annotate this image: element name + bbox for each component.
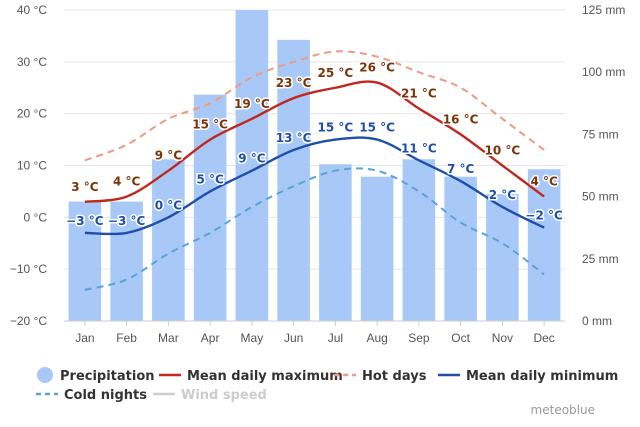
precipitation-bar <box>527 169 561 321</box>
temperature-lines <box>84 50 545 291</box>
max-temp-label: 10 °C <box>485 144 521 158</box>
min-temp-label: −3 °C <box>66 214 104 228</box>
max-temp-label: 23 °C <box>276 76 312 90</box>
right-axis: 125 mm 100 mm 75 mm 50 mm 25 mm 0 mm <box>582 3 625 328</box>
x-tick-label: Aug <box>366 331 387 345</box>
left-tick-label: −20 °C <box>10 314 47 328</box>
min-temp-label: 7 °C <box>447 162 475 176</box>
right-tick-label: 50 mm <box>582 190 619 204</box>
x-tick-label: Jun <box>284 331 303 345</box>
min-temp-label: 11 °C <box>401 141 437 155</box>
legend-label: Hot days <box>362 369 427 384</box>
x-tick-label: Apr <box>201 331 220 345</box>
min-temp-label: −2 °C <box>525 209 563 223</box>
min-temp-label: 15 °C <box>359 121 395 135</box>
min-temp-label: 9 °C <box>238 152 266 166</box>
precipitation-bar <box>319 164 352 321</box>
left-axis: 40 °C 30 °C 20 °C 10 °C 0 °C −10 °C −20 °C <box>10 3 47 328</box>
right-tick-label: 0 mm <box>582 314 612 328</box>
legend-item-cold-nights[interactable]: Cold nights <box>36 388 147 403</box>
min-temp-label: 13 °C <box>276 131 312 145</box>
legend-item-mean-daily-maximum[interactable]: Mean daily maximum <box>159 369 343 384</box>
min-temp-label: 5 °C <box>196 172 224 186</box>
legend-label: Mean daily maximum <box>187 369 343 384</box>
legend-item-hot-days[interactable]: Hot days <box>334 369 427 384</box>
legend-label: Cold nights <box>64 388 147 403</box>
right-tick-label: 75 mm <box>582 127 619 141</box>
precipitation-bar <box>360 176 394 321</box>
left-tick-label: 0 °C <box>24 210 48 224</box>
cold-nights-line <box>84 167 545 291</box>
x-tick-label: Jul <box>328 331 343 345</box>
legend-label: Precipitation <box>60 369 155 384</box>
max-temp-label: 9 °C <box>155 149 183 163</box>
min-temp-label: 2 °C <box>489 188 517 202</box>
credit-text: meteoblue <box>531 403 595 417</box>
left-tick-label: 20 °C <box>17 107 47 121</box>
left-tick-label: −10 °C <box>10 262 47 276</box>
max-temp-label: 3 °C <box>71 180 99 194</box>
legend-symbol <box>37 367 53 383</box>
legend-label: Mean daily minimum <box>466 369 618 384</box>
min-temp-label: 15 °C <box>318 121 354 135</box>
legend-item-mean-daily-minimum[interactable]: Mean daily minimum <box>438 369 618 384</box>
precipitation-bar <box>402 159 436 321</box>
right-tick-label: 125 mm <box>582 3 625 17</box>
max-temp-label: 4 °C <box>530 175 558 189</box>
precipitation-bar <box>68 201 102 321</box>
x-tick-label: Sep <box>408 331 430 345</box>
legend-item-precipitation[interactable]: Precipitation <box>37 367 155 384</box>
left-tick-label: 30 °C <box>17 55 47 69</box>
max-temp-label: 19 °C <box>234 97 270 111</box>
mean-daily-maximum-line <box>84 80 545 203</box>
left-tick-label: 10 °C <box>17 159 47 173</box>
min-temp-label: −3 °C <box>108 214 146 228</box>
precipitation-bar <box>444 176 477 321</box>
x-tick-label: Dec <box>533 331 554 345</box>
legend-item-wind-speed[interactable]: Wind speed <box>153 388 267 403</box>
precipitation-bar <box>486 194 519 321</box>
right-tick-label: 100 mm <box>582 65 625 79</box>
legend-label: Wind speed <box>181 388 267 403</box>
max-temp-label: 15 °C <box>192 118 228 132</box>
x-axis: Jan Feb Mar Apr May Jun Jul Aug Sep Oct Nov Dec <box>64 320 565 345</box>
x-tick-label: Feb <box>116 331 137 345</box>
x-tick-label: May <box>241 331 264 345</box>
right-tick-label: 25 mm <box>582 252 619 266</box>
legend[interactable]: Precipitation Mean daily maximum Hot days M… <box>36 367 618 403</box>
precipitation-bar <box>110 201 143 321</box>
max-temp-label: 25 °C <box>318 66 354 80</box>
max-temp-label: 4 °C <box>113 175 141 189</box>
x-tick-label: Nov <box>492 331 513 345</box>
precipitation-bar <box>152 159 185 321</box>
max-temp-label: 16 °C <box>443 112 479 126</box>
left-tick-label: 40 °C <box>17 3 47 17</box>
x-tick-label: Jan <box>75 331 94 345</box>
max-temp-label: 26 °C <box>359 61 395 75</box>
min-temp-label: 0 °C <box>155 198 183 212</box>
x-tick-label: Mar <box>158 331 179 345</box>
mean-daily-minimum-line <box>84 136 545 236</box>
hot-days-line <box>84 50 545 162</box>
data-labels: 3 °C 4 °C 9 °C 15 °C 19 °C 23 °C 25 °C 26 °C 21 … <box>65 59 565 229</box>
x-tick-label: Oct <box>451 331 470 345</box>
max-temp-label: 21 °C <box>401 86 437 100</box>
